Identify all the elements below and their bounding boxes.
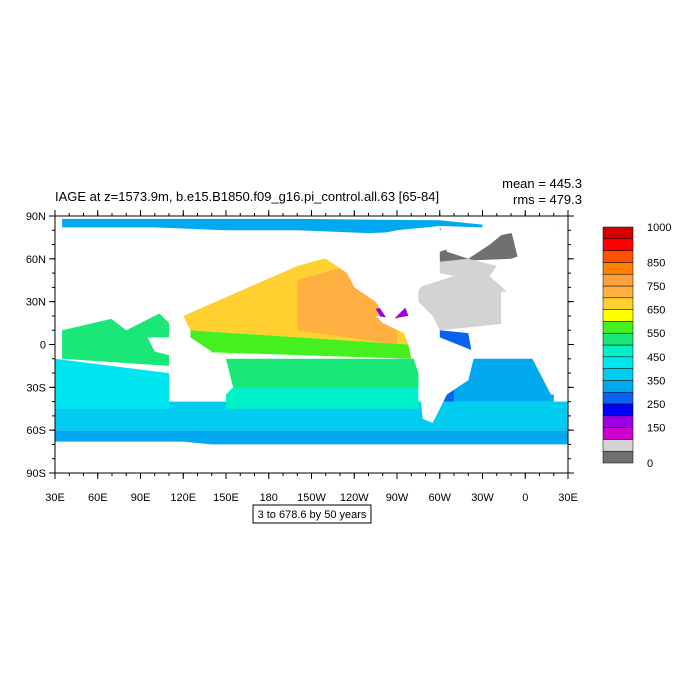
- ocean-region: [190, 330, 412, 359]
- axis-ticks: 30E 60E 90E 120E 150E 180 150W 120W 90W 60W 30W 0 30…: [26, 210, 578, 504]
- ocean-region: [62, 308, 169, 366]
- colorbar-swatch: [602, 380, 634, 393]
- colorbar-label: 850: [647, 257, 665, 269]
- colorbar-swatch: [602, 250, 634, 263]
- ocean-region: [439, 258, 497, 276]
- colorbar-swatch: [602, 238, 634, 251]
- colorbar-label: 750: [647, 281, 665, 293]
- colorbar-label: 550: [647, 328, 665, 340]
- lat-tick-label: 30S: [26, 382, 46, 394]
- colorbar: 0 150 250 350 450 550 650 750 850 1000: [602, 222, 671, 470]
- lon-tick-label: 90E: [131, 492, 151, 504]
- colorbar-label: 1000: [647, 222, 671, 234]
- lat-tick-label: 60S: [26, 425, 46, 437]
- land-mask: [411, 330, 476, 423]
- colorbar-swatch: [602, 332, 634, 346]
- colorbar-swatch: [602, 391, 634, 405]
- chart-title: IAGE at z=1573.9m, b.e15.B1850.f09_g16.p…: [55, 189, 439, 204]
- land-mask: [511, 230, 568, 288]
- land-mask: [501, 291, 568, 395]
- colorbar-swatch: [602, 356, 634, 369]
- colorbar-swatch: [602, 321, 634, 334]
- land-mask: [439, 226, 504, 259]
- colorbar-swatch: [602, 226, 634, 240]
- lat-tick-label: 30N: [26, 297, 46, 309]
- colorbar-swatch: [602, 297, 634, 310]
- lon-tick-label: 150E: [213, 492, 239, 504]
- land-mask: [283, 226, 440, 324]
- lon-tick-label: 60W: [428, 492, 451, 504]
- colorbar-swatch: [602, 439, 634, 452]
- colorbar-swatch: [602, 285, 634, 299]
- colorbar-label: 650: [647, 305, 665, 317]
- colorbar-swatch: [602, 403, 634, 417]
- lon-tick-label: 150W: [297, 492, 326, 504]
- land-mask: [375, 315, 416, 338]
- lon-tick-label: 30E: [45, 492, 65, 504]
- land-mask: [147, 337, 212, 359]
- colorbar-swatch: [602, 344, 634, 358]
- ocean-region: [454, 358, 554, 402]
- colorbar-swatch: [602, 309, 634, 322]
- ocean-region: [226, 358, 419, 388]
- land-mask: [55, 444, 568, 473]
- lat-tick-label: 90N: [26, 211, 46, 223]
- lon-tick-label: 120E: [170, 492, 196, 504]
- lon-tick-label: 60E: [88, 492, 108, 504]
- mean-label: mean = 445.3: [502, 176, 582, 191]
- ocean-region: [418, 276, 519, 331]
- colorbar-swatch: [602, 450, 634, 464]
- footer-label: 3 to 678.6 by 50 years: [258, 509, 367, 521]
- map-land: [55, 226, 568, 473]
- colorbar-swatch: [602, 368, 634, 381]
- colorbar-swatch: [602, 427, 634, 440]
- lat-tick-label: 90S: [26, 468, 46, 480]
- lon-tick-label: 30E: [558, 492, 578, 504]
- rms-label: rms = 479.3: [513, 192, 582, 207]
- colorbar-swatch: [602, 262, 634, 275]
- colorbar-swatch: [602, 273, 634, 287]
- colorbar-label: 250: [647, 399, 665, 411]
- land-mask: [176, 358, 234, 402]
- lon-tick-label: 30W: [471, 492, 494, 504]
- lon-tick-label: 90W: [386, 492, 409, 504]
- lon-tick-label: 120W: [340, 492, 369, 504]
- ocean-region: [55, 358, 169, 409]
- land-mask: [55, 227, 298, 331]
- colorbar-label: 0: [647, 458, 653, 470]
- lon-tick-label: 0: [522, 492, 528, 504]
- colorbar-label: 450: [647, 352, 665, 364]
- colorbar-label: 150: [647, 423, 665, 435]
- ocean-region: [62, 218, 483, 234]
- lat-tick-label: 0: [40, 340, 46, 352]
- lon-tick-label: 180: [260, 492, 278, 504]
- colorbar-label: 350: [647, 375, 665, 387]
- footer-box: [252, 504, 372, 524]
- colorbar-swatch: [602, 415, 634, 428]
- lat-tick-label: 60N: [26, 254, 46, 266]
